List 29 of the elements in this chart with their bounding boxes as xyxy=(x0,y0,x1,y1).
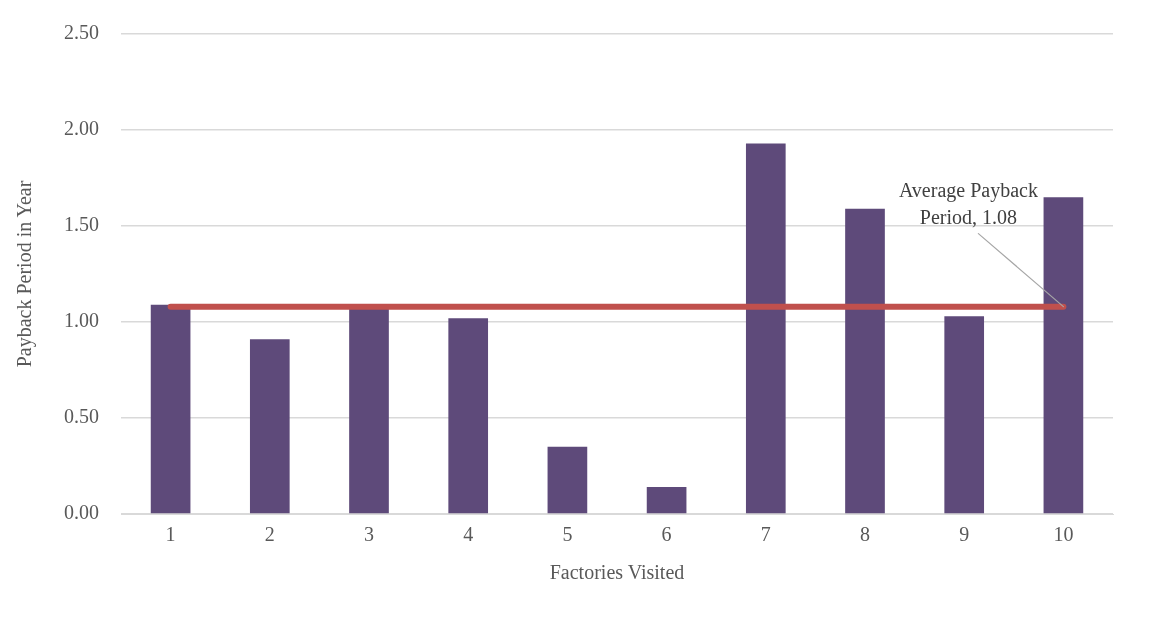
bar xyxy=(448,318,489,514)
x-tick-label: 5 xyxy=(562,523,573,546)
y-axis-title: Payback Period in Year xyxy=(13,180,37,368)
x-tick-label: 6 xyxy=(661,523,672,546)
y-tick-label: 0.50 xyxy=(64,405,99,428)
x-axis-title: Factories Visited xyxy=(549,561,685,584)
bar xyxy=(547,446,588,514)
x-tick-label: 4 xyxy=(463,523,474,546)
x-tick-label: 3 xyxy=(364,523,374,546)
bar xyxy=(150,304,191,514)
bar xyxy=(745,143,786,514)
x-tick-label: 9 xyxy=(959,523,970,546)
bar xyxy=(646,487,687,514)
y-tick-label: 1.00 xyxy=(64,309,99,332)
ref-line-label: Average Payback Period, 1.08 xyxy=(898,178,1038,228)
y-tick-label: 2.50 xyxy=(64,21,99,44)
x-tick-label: 1 xyxy=(165,523,176,546)
y-tick-label: 2.00 xyxy=(64,117,99,140)
x-tick-label: 8 xyxy=(860,523,870,546)
bar xyxy=(1043,197,1084,514)
bar xyxy=(944,316,985,514)
bar xyxy=(349,308,389,514)
bar xyxy=(845,208,885,514)
y-tick-label: 1.50 xyxy=(64,213,99,236)
x-tick-label: 7 xyxy=(760,523,771,546)
x-tick-label: 10 xyxy=(1053,523,1074,546)
bar xyxy=(249,339,290,514)
x-tick-label: 2 xyxy=(264,523,275,546)
y-tick-label: 0.00 xyxy=(64,501,99,524)
